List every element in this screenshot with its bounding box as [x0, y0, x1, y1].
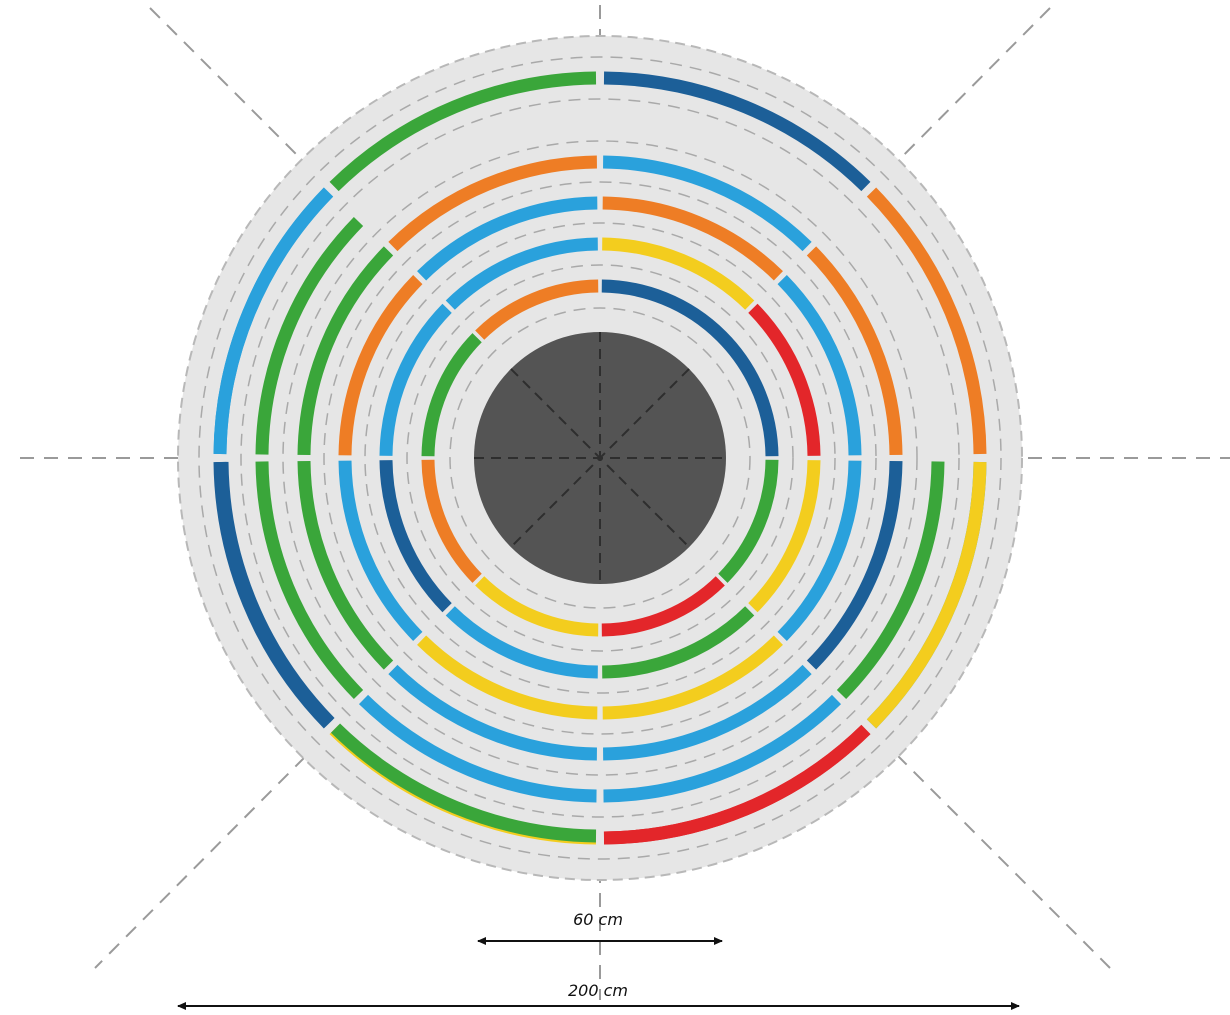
- ring-segment-green: [297, 461, 394, 670]
- ring-segment-dark-blue: [806, 461, 903, 670]
- ring-segment-orange: [602, 196, 783, 281]
- ring-segment-orange: [866, 187, 987, 455]
- ring-segment-light-blue: [338, 460, 423, 641]
- ring-segment-orange: [338, 275, 423, 456]
- ring-segment-orange: [421, 459, 482, 583]
- ring-segment-yellow: [602, 237, 755, 310]
- ring-segment-dark-blue: [601, 279, 779, 457]
- ring-segment-red: [601, 576, 725, 637]
- ring-segment-light-blue: [388, 664, 597, 761]
- ring-segment-green: [329, 71, 597, 192]
- ring-segment-yellow: [475, 576, 599, 637]
- ring-segment-light-blue: [445, 237, 598, 310]
- ring-segment-light-blue: [445, 606, 598, 679]
- ring-guide: [282, 140, 918, 776]
- ring-segment-light-blue: [379, 303, 452, 456]
- center-guide-lines: [474, 332, 726, 584]
- ring-guide: [406, 264, 794, 652]
- ring-segment-yellow: [866, 461, 987, 729]
- ring-segment-yellow: [602, 635, 783, 720]
- ring-guide: [323, 181, 877, 735]
- ring-segment-red: [748, 303, 821, 456]
- ring-segment-green: [421, 333, 482, 457]
- ring-segment-green: [718, 459, 779, 583]
- ring-segment-red: [603, 724, 871, 845]
- ring-segment-dark-blue: [379, 460, 452, 613]
- ring-segment-green: [255, 216, 364, 455]
- ring-segment-light-blue: [417, 196, 598, 281]
- ring-segment-yellow: [748, 460, 821, 613]
- dimension-60cm: 60 cm: [477, 910, 723, 945]
- ring-segment-light-blue: [603, 694, 842, 803]
- ring-segment-green: [255, 461, 364, 700]
- ring-segment-light-blue: [777, 275, 862, 456]
- ring-segment-green: [836, 461, 945, 700]
- ring-segment-green: [297, 246, 394, 455]
- ring-segment-light-blue: [777, 460, 862, 641]
- dashed-ring-guides: [198, 56, 1002, 860]
- ring-guide: [449, 307, 751, 609]
- ring-guide: [364, 222, 836, 694]
- ring-segment-light-blue: [603, 155, 812, 252]
- ring-segment-light-blue: [213, 187, 334, 455]
- ring-segment-dark-blue: [215, 461, 335, 728]
- ring-segment-yellow: [417, 635, 598, 720]
- ring-segment-green: [330, 723, 597, 843]
- dimension-label-200cm: 200 cm: [568, 981, 628, 1000]
- ring-guide: [240, 98, 960, 818]
- ring-segment-orange: [388, 155, 597, 252]
- ring-segment-green: [602, 606, 755, 679]
- center-guide-line: [510, 368, 690, 548]
- colored-ring-segments: [213, 71, 987, 845]
- ring-segment-orange: [475, 279, 599, 340]
- ring-segment-dark-blue: [603, 71, 871, 192]
- dimension-label-60cm: 60 cm: [573, 910, 623, 929]
- dimension-200cm: 200 cm: [177, 981, 1020, 1010]
- ring-segment-light-blue: [603, 664, 812, 761]
- ring-guide: [198, 56, 1002, 860]
- ring-segment-light-blue: [358, 694, 597, 803]
- ring-segment-orange: [806, 246, 903, 455]
